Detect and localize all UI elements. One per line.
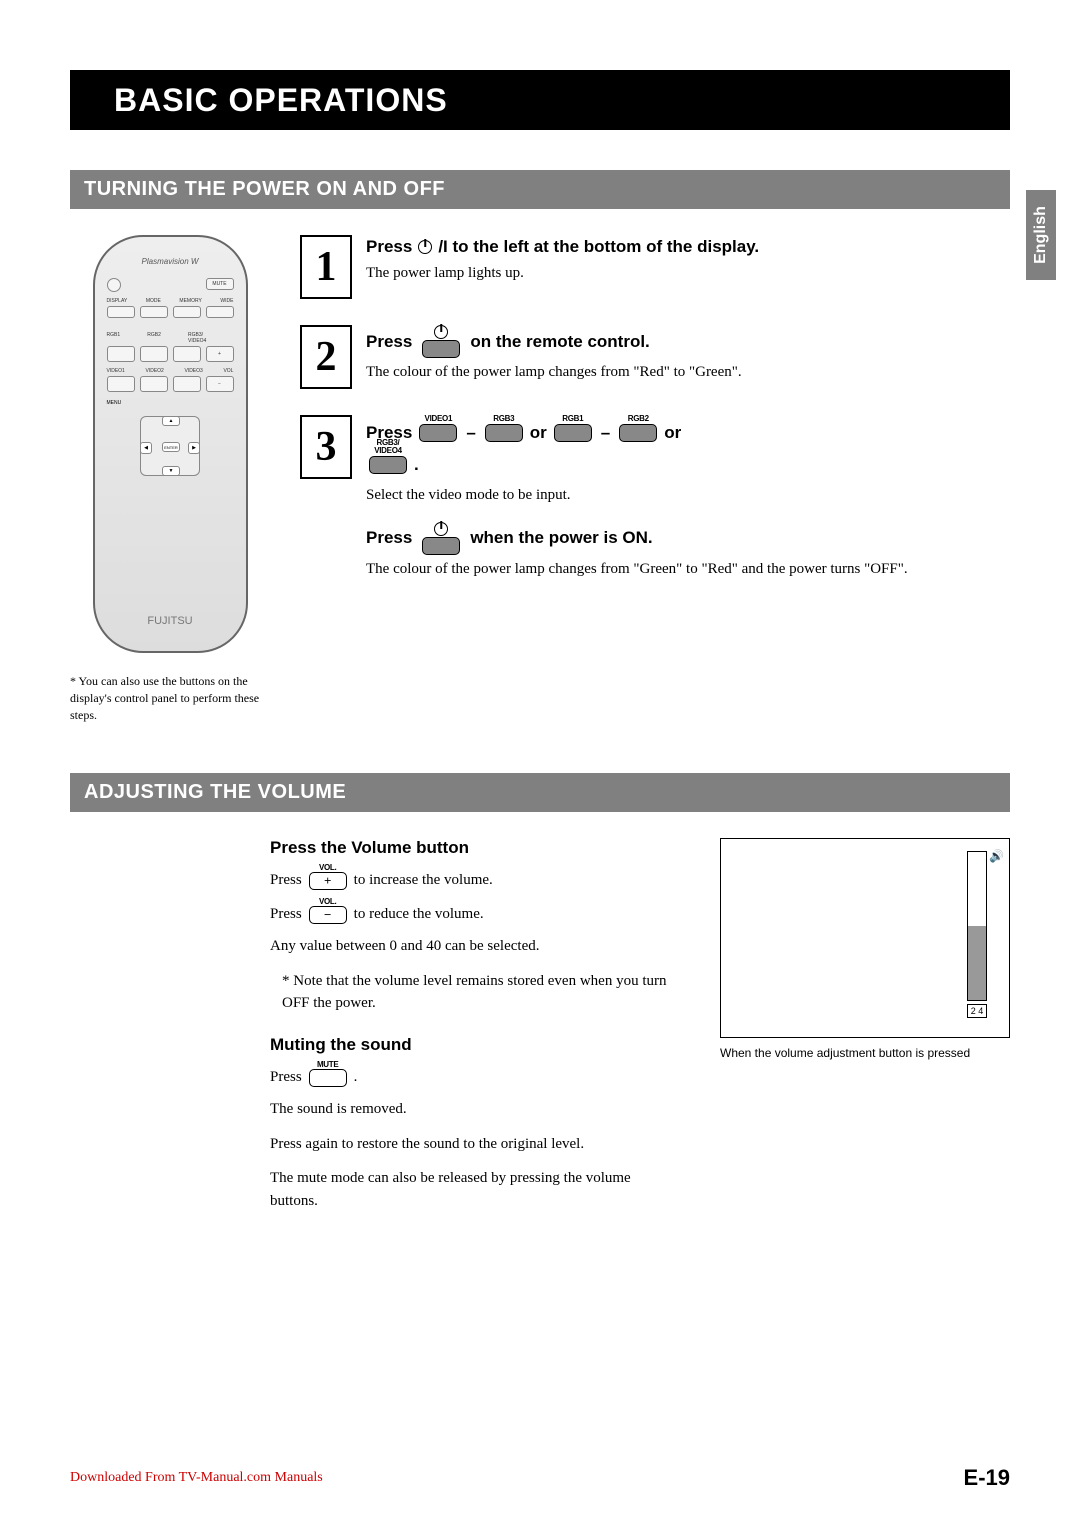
or-text: or [530, 421, 547, 445]
step3-text: Select the video mode to be input. [366, 485, 1010, 506]
vol-plus-button-icon: VOL.+ [309, 872, 347, 890]
remote-note: * You can also use the buttons on the di… [70, 673, 270, 723]
page-title-block: BASIC OPERATIONS [70, 70, 1010, 130]
remote-btn [140, 346, 168, 362]
vol-range-text: Any value between 0 and 40 can be select… [270, 935, 680, 958]
remote-btn [206, 306, 234, 318]
mute-button-icon: MUTE [309, 1069, 347, 1087]
volume-subheading: Press the Volume button [270, 838, 680, 858]
text: Press [366, 330, 412, 354]
page-title: BASIC OPERATIONS [114, 82, 448, 119]
text: . [354, 1065, 358, 1091]
vol-minus-button-icon: VOL.− [309, 906, 347, 924]
remote-diagram: Plasmavision W MUTE DISPLAYMODEMEMORYWID… [93, 235, 248, 653]
step1-text: The power lamp lights up. [366, 263, 1010, 284]
mute-text-1: The sound is removed. [270, 1098, 680, 1121]
text: to increase the volume. [354, 868, 493, 894]
btn-label: VOL. [310, 861, 346, 875]
step2-text: The colour of the power lamp changes fro… [366, 362, 1010, 383]
remote-btn [107, 376, 135, 392]
step3-title: Press VIDEO1 – RGB3 or RGB1 – RGB2 or [366, 421, 1010, 445]
remote-mute-btn: MUTE [206, 278, 234, 290]
remote-btn [140, 306, 168, 318]
remote-btn [140, 376, 168, 392]
power-icon [434, 522, 448, 536]
btn-label: RGB1 [555, 413, 591, 424]
mute-text-2: Press again to restore the sound to the … [270, 1133, 680, 1156]
button-icon: RGB2 [619, 424, 657, 442]
mute-line: Press MUTE . [270, 1065, 680, 1091]
remote-brand-top: Plasmavision W [107, 257, 234, 266]
remote-power-btn [107, 278, 121, 292]
step3-off-text: The colour of the power lamp changes fro… [366, 559, 1010, 580]
diagram-caption: When the volume adjustment button is pre… [720, 1046, 1010, 1060]
volume-fill [968, 926, 986, 1000]
language-label: English [1032, 206, 1050, 264]
remote-btn [173, 346, 201, 362]
remote-btn: + [206, 346, 234, 362]
text: Press [270, 902, 302, 928]
or-text: or [664, 421, 681, 445]
text: when the power is ON. [470, 526, 652, 550]
speaker-icon: 🔊 [989, 849, 1004, 863]
title-accent [70, 70, 102, 130]
page-number: E-19 [964, 1465, 1010, 1491]
btn-label: RGB2 [620, 413, 656, 424]
text: on the remote control. [470, 330, 649, 354]
download-note: Downloaded From TV-Manual.com Manuals [70, 1470, 323, 1486]
btn-label: MUTE [310, 1058, 346, 1072]
dash: – [601, 421, 610, 445]
section-power-heading: TURNING THE POWER ON AND OFF [70, 170, 1010, 209]
power-icon [434, 325, 448, 339]
button-icon [422, 340, 460, 358]
btn-label: RGB3 [486, 413, 522, 424]
text: Press [366, 235, 412, 259]
button-icon: RGB3 [485, 424, 523, 442]
button-icon: RGB1 [554, 424, 592, 442]
remote-dpad: ▲ ▼ ◀ ▶ ENTER [140, 416, 200, 476]
text: /I to the left at the bottom of the disp… [438, 235, 759, 259]
mute-text-3: The mute mode can also be released by pr… [270, 1167, 680, 1212]
remote-brand-bottom: FUJITSU [95, 615, 246, 627]
step1-title: Press /I to the left at the bottom of th… [366, 235, 1010, 259]
text: to reduce the volume. [354, 902, 484, 928]
remote-btn: − [206, 376, 234, 392]
button-icon [422, 537, 460, 555]
volume-value: 2 4 [967, 1004, 987, 1018]
period: . [414, 453, 419, 477]
remote-btn [173, 306, 201, 318]
button-icon: RGB3/ VIDEO4 [369, 456, 407, 474]
text: Press [366, 526, 412, 550]
step-number: 1 [300, 235, 352, 299]
power-icon [418, 240, 432, 254]
section-volume-heading: ADJUSTING THE VOLUME [70, 773, 1010, 812]
btn-label: VIDEO1 [420, 413, 456, 424]
volume-diagram: 🔊 2 4 [720, 838, 1010, 1038]
text: Press [270, 868, 302, 894]
volume-bar [967, 851, 987, 1001]
step2-title: Press on the remote control. [366, 325, 1010, 358]
language-tab: English [1026, 190, 1056, 280]
btn-label: VOL. [310, 895, 346, 909]
vol-decrease-line: Press VOL.− to reduce the volume. [270, 902, 680, 928]
remote-btn [107, 306, 135, 318]
vol-note-text: * Note that the volume level remains sto… [270, 970, 680, 1015]
btn-label: RGB3/ VIDEO4 [370, 439, 406, 455]
button-icon: VIDEO1 [419, 424, 457, 442]
text: Press [270, 1065, 302, 1091]
step-number: 2 [300, 325, 352, 389]
step3-off-title: Press when the power is ON. [366, 522, 1010, 555]
remote-btn [173, 376, 201, 392]
step3-title-cont: RGB3/ VIDEO4 . [366, 453, 1010, 477]
dash: – [466, 421, 475, 445]
step-number: 3 [300, 415, 352, 479]
remote-btn [107, 346, 135, 362]
vol-increase-line: Press VOL.+ to increase the volume. [270, 868, 680, 894]
mute-subheading: Muting the sound [270, 1035, 680, 1055]
